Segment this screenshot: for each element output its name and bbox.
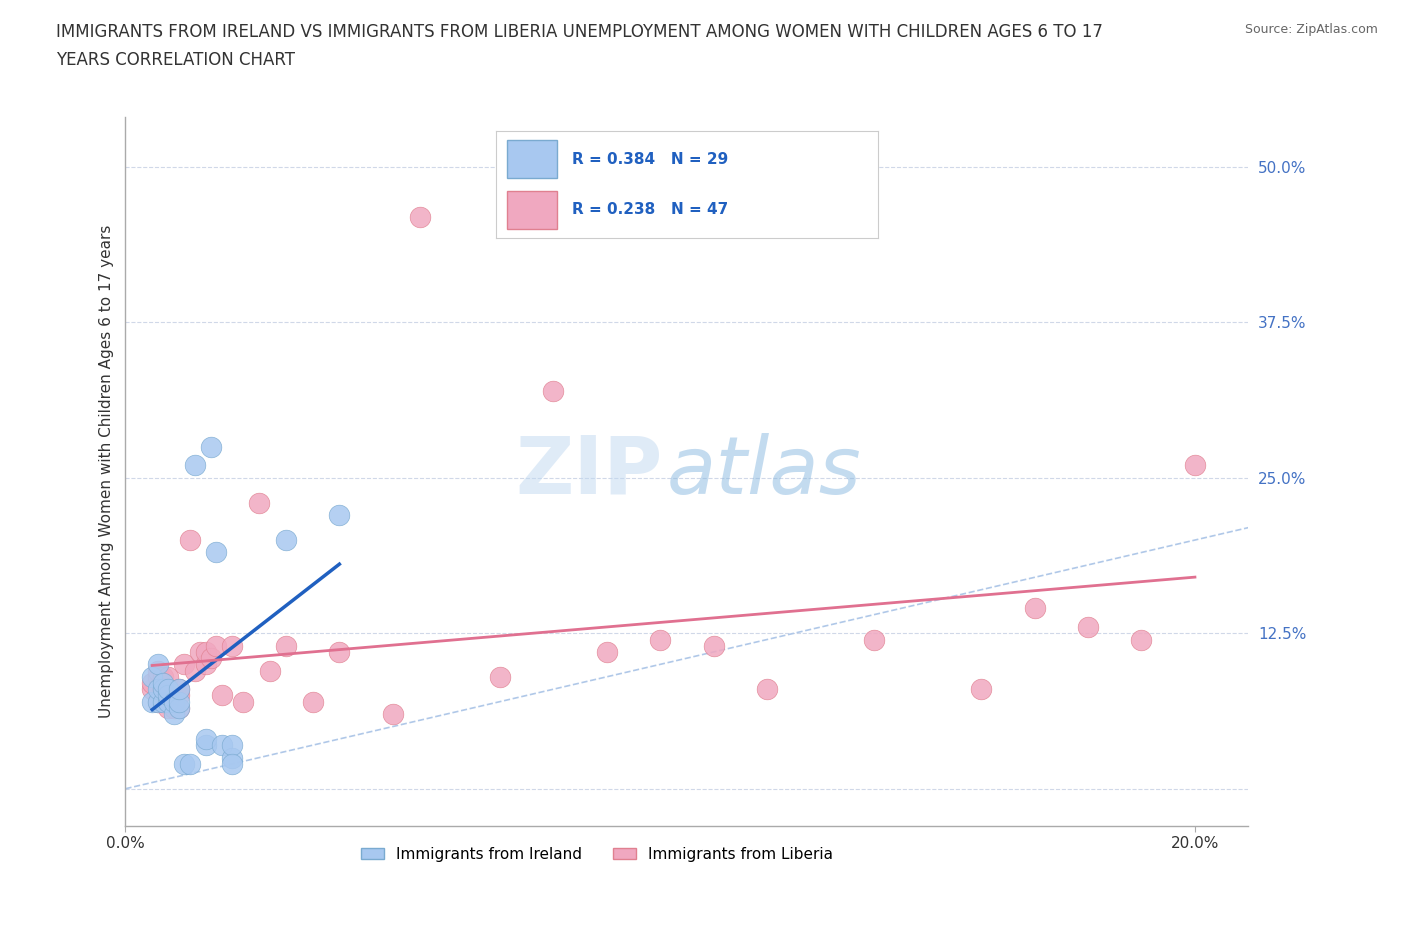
Point <box>157 694 180 709</box>
Point <box>173 756 195 771</box>
Point <box>863 632 886 647</box>
Point <box>146 657 169 671</box>
Point <box>167 688 190 703</box>
Point <box>211 737 233 752</box>
Point <box>232 694 254 709</box>
Point <box>157 688 180 703</box>
Point <box>194 644 217 659</box>
Point <box>167 682 190 697</box>
Point <box>146 682 169 697</box>
Text: YEARS CORRELATION CHART: YEARS CORRELATION CHART <box>56 51 295 69</box>
Point <box>152 670 174 684</box>
Point <box>488 670 510 684</box>
Text: atlas: atlas <box>666 432 862 511</box>
Point <box>194 657 217 671</box>
Point <box>179 533 201 548</box>
Point <box>200 651 222 666</box>
Point <box>221 756 243 771</box>
Point <box>179 756 201 771</box>
Point <box>650 632 672 647</box>
Point <box>184 663 207 678</box>
Point <box>1077 619 1099 634</box>
Point <box>221 638 243 653</box>
Point <box>408 209 430 224</box>
Point <box>141 670 163 684</box>
Point <box>152 682 174 697</box>
Point <box>381 707 404 722</box>
Point <box>1024 601 1046 616</box>
Point <box>157 682 180 697</box>
Point <box>157 700 180 715</box>
Text: ZIP: ZIP <box>515 432 662 511</box>
Point <box>162 707 184 722</box>
Point <box>1130 632 1153 647</box>
Point <box>703 638 725 653</box>
Point <box>167 700 190 715</box>
Point <box>541 383 564 398</box>
Point <box>194 732 217 747</box>
Point <box>157 682 180 697</box>
Point <box>152 675 174 690</box>
Point <box>157 688 180 703</box>
Legend: Immigrants from Ireland, Immigrants from Liberia: Immigrants from Ireland, Immigrants from… <box>356 841 839 868</box>
Point <box>162 694 184 709</box>
Point <box>146 694 169 709</box>
Point <box>301 694 323 709</box>
Point <box>188 644 211 659</box>
Point <box>221 751 243 765</box>
Point <box>141 694 163 709</box>
Point <box>162 694 184 709</box>
Point <box>596 644 619 659</box>
Point <box>205 638 228 653</box>
Point <box>157 670 180 684</box>
Point <box>259 663 281 678</box>
Point <box>184 458 207 472</box>
Point <box>146 663 169 678</box>
Point <box>146 670 169 684</box>
Point <box>1184 458 1206 472</box>
Point <box>205 545 228 560</box>
Point <box>152 694 174 709</box>
Point <box>211 688 233 703</box>
Point <box>274 638 297 653</box>
Point <box>152 675 174 690</box>
Text: IMMIGRANTS FROM IRELAND VS IMMIGRANTS FROM LIBERIA UNEMPLOYMENT AMONG WOMEN WITH: IMMIGRANTS FROM IRELAND VS IMMIGRANTS FR… <box>56 23 1104 41</box>
Point <box>247 496 270 511</box>
Point <box>274 533 297 548</box>
Point <box>756 682 779 697</box>
Point <box>970 682 993 697</box>
Point <box>141 682 163 697</box>
Point <box>141 675 163 690</box>
Point <box>173 657 195 671</box>
Point <box>146 694 169 709</box>
Point <box>167 700 190 715</box>
Point <box>194 737 217 752</box>
Point <box>167 682 190 697</box>
Point <box>221 737 243 752</box>
Point <box>167 694 190 709</box>
Point <box>152 682 174 697</box>
Point <box>328 644 350 659</box>
Text: Source: ZipAtlas.com: Source: ZipAtlas.com <box>1244 23 1378 36</box>
Point <box>162 700 184 715</box>
Y-axis label: Unemployment Among Women with Children Ages 6 to 17 years: Unemployment Among Women with Children A… <box>100 225 114 718</box>
Point <box>200 439 222 454</box>
Point <box>328 508 350 523</box>
